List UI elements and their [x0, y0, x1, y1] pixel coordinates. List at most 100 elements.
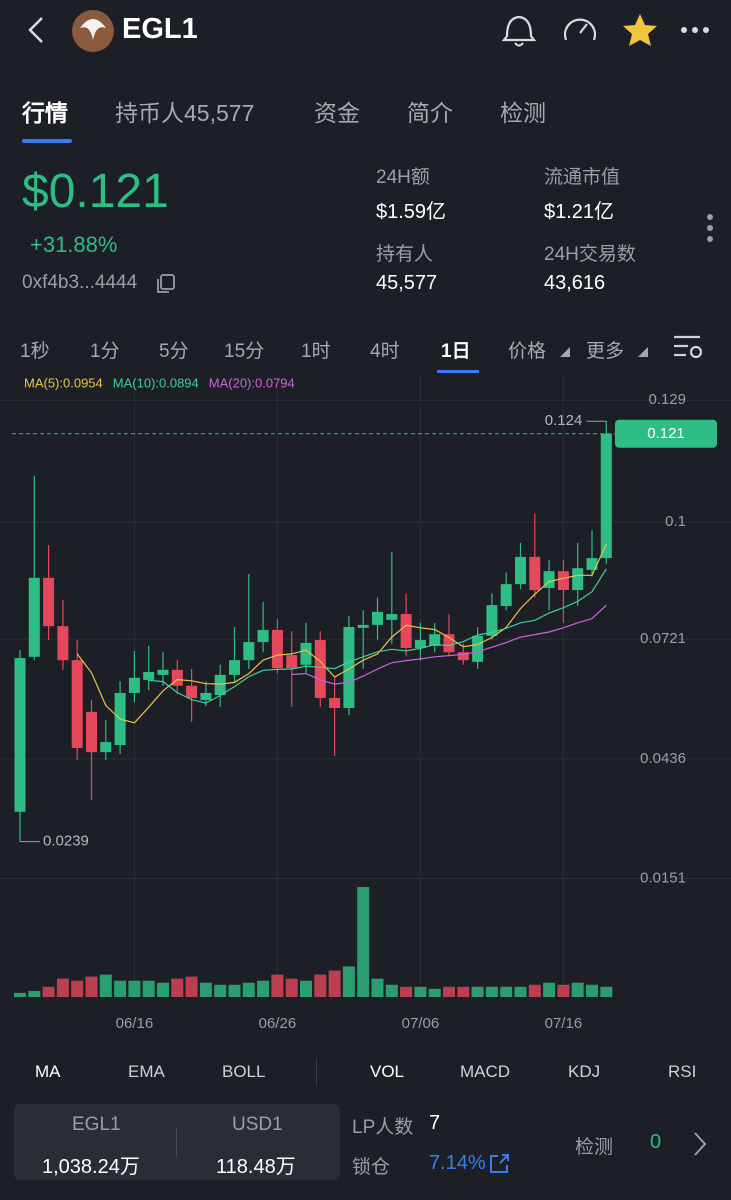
stat-value: $1.59亿 — [376, 201, 447, 223]
chart-settings[interactable] — [672, 332, 706, 362]
interval[interactable]: 15分 — [224, 341, 265, 362]
volume-bar — [242, 982, 255, 997]
volume-bar — [357, 887, 370, 997]
candle-body — [414, 640, 426, 648]
bell-icon[interactable] — [501, 15, 537, 47]
tab[interactable]: 持币人45,577 — [115, 100, 255, 126]
candle-body — [557, 571, 569, 591]
volume-bar — [485, 986, 498, 997]
favorite-star[interactable] — [623, 14, 657, 46]
indicator-tab[interactable]: VOL — [370, 1062, 405, 1081]
check-value: 0 — [650, 1131, 662, 1153]
external-link-icon[interactable] — [488, 1152, 512, 1176]
volume-bar — [228, 984, 241, 997]
pool-amount: 1,038.24万 — [42, 1156, 140, 1178]
volume-bar — [500, 986, 513, 997]
ma-line — [76, 544, 607, 724]
ma-legend: MA(5):0.0954 — [24, 375, 103, 390]
copy-icon[interactable] — [154, 272, 178, 296]
lock-value[interactable]: 7.14% — [429, 1152, 486, 1174]
candle-body — [171, 669, 183, 686]
indicator-tab[interactable]: KDJ — [568, 1062, 601, 1081]
lp-value: 7 — [429, 1112, 441, 1134]
volume-bar — [142, 980, 155, 997]
volume-bar — [600, 986, 613, 997]
divider — [316, 1058, 317, 1086]
volume-bar — [414, 986, 427, 997]
candle-body — [572, 568, 584, 591]
interval[interactable]: 1分 — [90, 341, 120, 362]
candle-body — [586, 558, 598, 570]
back-button[interactable] — [28, 17, 43, 43]
volume-bar — [114, 980, 127, 997]
volume-bar — [285, 978, 298, 997]
candle-body — [443, 634, 455, 653]
ma-line — [291, 604, 607, 685]
interval[interactable]: 1日 — [441, 341, 471, 362]
gauge-icon[interactable] — [563, 18, 597, 41]
volume-bar — [300, 980, 312, 997]
interval[interactable]: 5分 — [159, 341, 189, 362]
interval[interactable]: 价格 — [508, 341, 547, 362]
interval[interactable]: 1秒 — [20, 341, 50, 362]
indicator-tab[interactable]: EMA — [128, 1062, 165, 1081]
volume-bar — [586, 984, 598, 997]
stat-value: $1.21亿 — [544, 201, 615, 223]
candle-body — [286, 655, 298, 669]
indicator-tab[interactable]: RSI — [668, 1062, 697, 1081]
candle-body — [357, 624, 369, 628]
stat-label: 持有人 — [376, 244, 434, 265]
tab[interactable]: 检测 — [500, 100, 546, 126]
more-menu[interactable] — [681, 27, 709, 33]
volume-bar — [271, 974, 284, 997]
volume-bar — [128, 980, 141, 997]
candle-body — [143, 671, 155, 680]
price-change: +31.88% — [30, 232, 118, 257]
avatar-eagle — [80, 19, 106, 40]
x-tick-label: 06/16 — [116, 1015, 154, 1032]
indicator-tab[interactable]: MACD — [460, 1062, 511, 1081]
candle-body — [200, 692, 212, 701]
volume-bar — [557, 984, 570, 997]
candle-body — [429, 634, 441, 646]
volume-bar — [99, 974, 112, 997]
volume-bar — [428, 988, 441, 997]
y-tick-label: 0.0721 — [640, 630, 686, 647]
volume-bar — [257, 980, 270, 997]
volume-bar — [514, 986, 527, 997]
interval[interactable]: 4时 — [370, 341, 400, 362]
pool-amount: 118.48万 — [216, 1156, 296, 1178]
indicator-tab[interactable]: MA — [35, 1062, 61, 1081]
candle-body — [500, 584, 512, 606]
candle-body — [472, 635, 484, 662]
interval[interactable]: 1时 — [301, 341, 331, 362]
volume-bar — [85, 976, 98, 997]
candle-body — [86, 711, 97, 753]
ma-legend: MA(10):0.0894 — [113, 375, 199, 390]
volume-bar — [157, 982, 169, 997]
candle-body — [157, 669, 169, 675]
volume-bar — [56, 978, 69, 997]
stat-label: 24H交易数 — [544, 244, 636, 265]
dropdown-arrows — [560, 347, 648, 357]
interval[interactable]: 更多 — [586, 341, 625, 362]
indicator-tab[interactable]: BOLL — [222, 1062, 266, 1081]
tab[interactable]: 资金 — [314, 100, 360, 126]
stat-label: 24H额 — [376, 167, 430, 188]
last-price-tag — [615, 419, 717, 448]
volume-bar — [471, 986, 484, 997]
tab-underline — [22, 139, 72, 143]
ma-legend: MA(20):0.0794 — [209, 375, 295, 390]
candle-body — [343, 627, 355, 709]
tab[interactable]: 简介 — [407, 100, 453, 126]
tab[interactable]: 行情 — [22, 100, 68, 126]
stat-label: 流通市值 — [544, 167, 621, 188]
candle-body — [71, 660, 83, 748]
candle-body — [486, 605, 498, 636]
candle-body — [600, 433, 612, 559]
chevron[interactable] — [690, 1130, 710, 1158]
stats-menu[interactable] — [700, 212, 720, 244]
x-tick-label: 07/06 — [402, 1015, 440, 1032]
stat-value: 43,616 — [544, 272, 606, 294]
